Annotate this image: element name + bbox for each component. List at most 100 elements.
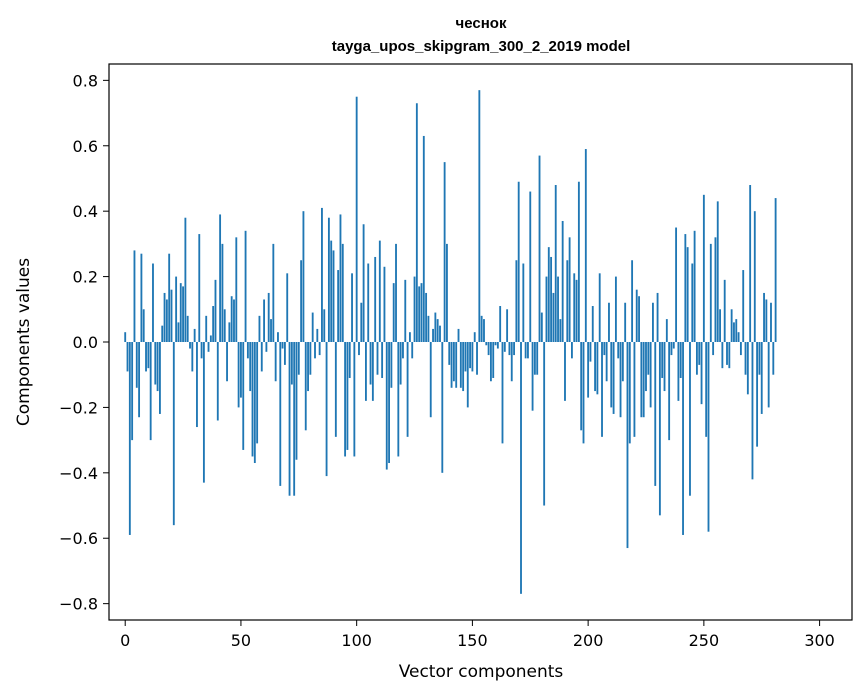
bar-198 [582,342,585,444]
bar-144 [457,328,460,342]
bar-154 [480,315,483,342]
bar-146 [462,342,465,392]
bar-34 [202,342,205,483]
bar-1 [126,342,129,372]
bar-163 [501,342,504,444]
bar-91 [334,342,337,437]
bar-50 [240,342,242,398]
bar-99 [353,342,356,457]
bar-228 [652,302,654,342]
bar-126 [415,103,418,342]
bar-278 [767,342,770,408]
bar-197 [580,342,583,431]
bar-187 [557,276,559,342]
bar-40 [216,342,219,421]
bar-98 [351,273,353,342]
bar-239 [677,342,680,401]
bar-137 [441,342,444,473]
bar-263 [733,322,735,342]
bar-191 [566,260,569,342]
bar-271 [751,342,754,480]
bar-223 [640,342,643,418]
bar-20 [170,289,173,342]
bar-164 [503,342,506,352]
bar-124 [411,342,414,359]
bar-218 [628,342,631,444]
bar-82 [314,342,316,359]
bar-225 [645,342,647,392]
bar-276 [763,292,765,342]
bar-63 [270,319,272,342]
bar-234 [665,319,668,342]
bar-105 [367,263,370,342]
bar-138 [443,162,446,342]
bar-267 [742,270,745,342]
bar-5 [135,342,138,388]
bar-205 [598,273,601,342]
bar-152 [476,342,478,375]
bar-269 [746,342,749,395]
bar-155 [483,319,485,342]
bar-258 [721,342,724,369]
bar-142 [452,342,455,382]
bar-39 [214,279,217,342]
bar-0 [124,332,127,342]
bar-148 [466,342,469,408]
bar-169 [515,260,518,342]
bar-257 [719,309,721,342]
bar-57 [256,342,259,444]
bar-201 [589,342,592,362]
bar-275 [760,342,763,414]
bar-177 [533,342,536,375]
bar-101 [358,342,360,356]
bar-264 [735,319,738,342]
bar-37 [209,335,212,342]
bar-188 [559,319,562,342]
y-tick-label: 0.4 [73,202,98,221]
y-tick-label: 0.2 [73,268,98,287]
bar-56 [253,342,256,464]
bar-178 [536,342,539,375]
bar-27 [186,315,189,342]
bar-6 [138,342,141,418]
bar-103 [362,224,365,342]
bar-2 [128,342,131,535]
bar-230 [656,292,659,342]
bar-158 [489,342,492,382]
bar-64 [272,243,275,342]
bar-107 [371,342,374,401]
bar-175 [529,191,532,342]
bar-130 [425,292,428,342]
bar-32 [198,234,201,342]
bar-249 [700,342,703,405]
bar-11 [149,342,152,441]
bar-18 [165,299,168,342]
x-tick-label: 150 [457,631,488,650]
bar-161 [496,342,499,349]
bar-207 [603,342,606,356]
bar-195 [575,279,578,342]
bar-261 [728,342,731,369]
bar-106 [369,342,372,385]
bar-112 [383,266,386,342]
y-tick-label: 0.6 [73,137,98,156]
bar-194 [573,273,576,342]
bar-157 [487,342,490,356]
bar-199 [584,149,587,342]
bar-122 [406,342,409,437]
bar-104 [365,342,367,401]
bar-30 [193,328,196,342]
bar-109 [376,342,379,375]
bar-73 [293,342,296,496]
bar-277 [765,299,768,342]
bar-89 [330,240,333,342]
bar-83 [316,328,319,342]
bar-21 [172,342,175,526]
bar-38 [212,306,215,342]
bar-280 [772,342,775,375]
bar-183 [547,247,550,342]
bar-159 [492,342,495,378]
bar-222 [638,296,640,342]
bar-145 [459,342,462,388]
bar-206 [601,342,603,437]
